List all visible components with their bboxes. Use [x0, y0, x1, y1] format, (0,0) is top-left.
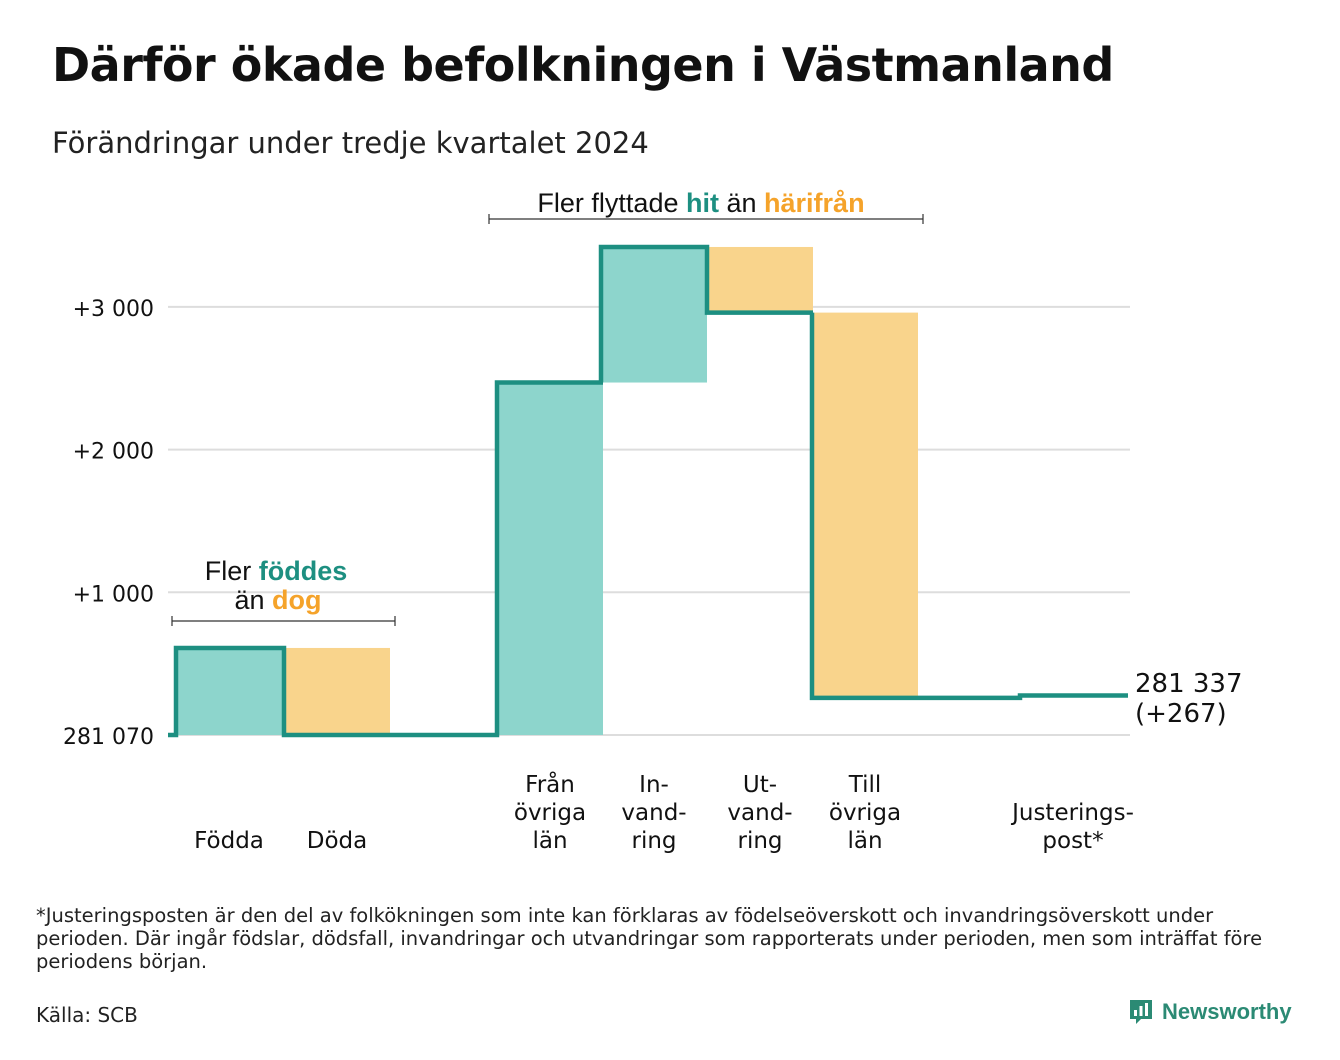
births-label-2a: än	[234, 585, 272, 615]
category-label-5: Till	[848, 772, 882, 798]
chart-subtitle: Förändringar under tredje kvartalet 2024	[52, 126, 649, 160]
bar-4	[707, 246, 813, 313]
bar-5	[812, 312, 918, 698]
svg-text:Fler föddes: Fler föddes	[205, 556, 348, 586]
category-label-0: Födda	[194, 828, 264, 854]
category-label-3: vand-	[621, 800, 686, 826]
category-label-5: övriga	[829, 800, 901, 826]
end-total-change: (+267)	[1135, 699, 1227, 729]
y-tick-label: +1 000	[73, 582, 154, 607]
migration-label-b: hit	[686, 188, 719, 218]
newsworthy-logo-icon	[1130, 1000, 1152, 1024]
category-label-3: In-	[639, 772, 669, 798]
category-label-5: län	[847, 828, 882, 854]
migration-label-c: än	[719, 188, 764, 218]
y-tick-label: +2 000	[73, 440, 154, 465]
brand-logo: Newsworthy	[1128, 998, 1292, 1026]
category-label-6: post*	[1042, 828, 1103, 854]
bar-2	[497, 382, 603, 735]
waterfall-chart: 281 070+1 000+2 000+3 000 Födda DödaFrånö…	[63, 188, 1243, 854]
chart-title: Därför ökade befolkningen i Västmanland	[52, 38, 1114, 92]
category-label-4: Ut-	[743, 772, 777, 798]
births-annotation: Fler föddes än dog	[171, 556, 396, 626]
category-label-2: län	[532, 828, 567, 854]
migration-label-a: Fler flyttade	[537, 188, 686, 218]
step-line	[168, 244, 1128, 738]
source-label: Källa: SCB	[36, 1003, 138, 1027]
footnote: *Justeringsposten är den del av folkökni…	[36, 904, 1263, 973]
brand-name: Newsworthy	[1162, 999, 1292, 1024]
bars	[176, 246, 918, 735]
bar-3	[601, 246, 707, 383]
category-label-4: vand-	[727, 800, 792, 826]
births-label-1b: föddes	[259, 556, 348, 586]
bar-1	[284, 647, 390, 735]
migration-label-d: härifrån	[764, 188, 865, 218]
category-label-3: ring	[631, 828, 676, 854]
category-label-4: ring	[737, 828, 782, 854]
bar-0	[176, 647, 282, 735]
cumulative-step-line	[168, 244, 1128, 738]
category-label-1: Döda	[307, 828, 367, 854]
births-label-2b: dog	[272, 585, 321, 615]
svg-text:än dog: än dog	[234, 585, 321, 615]
category-labels: Födda DödaFrånövrigalänIn-vand-ringUt-van…	[194, 770, 1134, 854]
births-label-1a: Fler	[205, 556, 259, 586]
y-axis-ticks: 281 070 +1 000 +2 000 +3 000	[63, 297, 154, 750]
y-tick-label: +3 000	[73, 297, 154, 322]
migration-annotation: Fler flyttade hit än härifrån	[488, 188, 924, 224]
end-total-value: 281 337	[1135, 669, 1243, 699]
category-label-2: Från	[525, 770, 575, 798]
y-tick-label: 281 070	[63, 725, 154, 750]
category-label-6: Justerings-	[1010, 800, 1134, 826]
svg-text:Fler flyttade hit än härifrån: Fler flyttade hit än härifrån	[537, 188, 864, 218]
category-label-2: övriga	[514, 800, 586, 826]
